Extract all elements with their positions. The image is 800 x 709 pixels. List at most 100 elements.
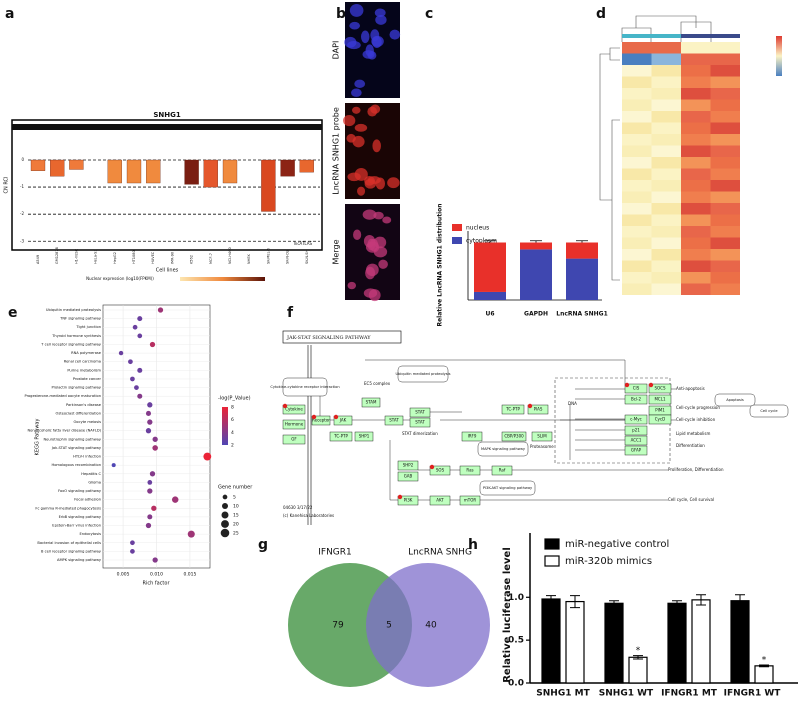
point — [137, 316, 143, 322]
legend-tick-label: 15 — [233, 513, 239, 519]
x-tick-label: 0.015 — [183, 572, 196, 578]
y-tick-label: Thyroid hormone synthesis — [51, 334, 101, 338]
x-tick-label: SK-MEL-5 — [266, 248, 270, 264]
legend-label: miR-negative control — [565, 539, 669, 550]
point — [134, 385, 139, 390]
bar — [203, 159, 218, 188]
gene-box — [624, 435, 648, 446]
point — [149, 471, 156, 477]
heatmap-cell — [681, 76, 711, 88]
legend-tick-label: 4 — [231, 430, 234, 436]
legend-label: miR-320b mimics — [565, 556, 652, 567]
bar — [628, 656, 648, 684]
x-tick-label: IMR-90 — [170, 252, 174, 264]
y-tick-label: Fc gamma R-mediated phagocytosis — [35, 506, 101, 510]
cell-nucleus — [372, 139, 381, 153]
point — [147, 402, 153, 408]
x-tick-label: GM12878 — [55, 247, 59, 264]
highlight-star — [648, 382, 654, 388]
bar — [126, 159, 142, 184]
gene-label: STAM — [366, 400, 377, 405]
cell-nucleus — [366, 263, 379, 277]
pathway-box — [479, 480, 536, 496]
x-tick-label: SK-N-SH — [305, 249, 309, 264]
x-tick-label: HeLa-S3 — [94, 249, 98, 264]
legend-label: cytoplasm — [466, 238, 497, 245]
legend-tick-label: 6 — [231, 417, 234, 423]
y-tick-label: Renal cell carcinoma — [64, 360, 101, 364]
gene-label: STAT — [415, 410, 425, 415]
highlight-star — [311, 414, 317, 420]
error-bar — [633, 655, 643, 660]
y-tick-label: RNA polymerase — [71, 351, 102, 355]
bar-segment — [566, 258, 598, 300]
x-tick-label: U6 — [485, 311, 494, 318]
heatmap-cell — [681, 111, 711, 123]
title-bar — [12, 124, 322, 130]
gene-box — [459, 465, 481, 476]
gene-box — [409, 407, 431, 418]
pathway-label: PI3K-AKT signaling pathway — [483, 486, 533, 490]
gene-box — [282, 404, 306, 415]
heatmap-cell — [622, 76, 652, 88]
gene-label: Hormone — [285, 422, 304, 427]
panel-a-xlabel: Cell lines — [156, 268, 179, 274]
gene-label: TC-PTP — [505, 407, 520, 412]
heatmap-cell — [622, 99, 652, 111]
legend-swatch — [452, 224, 462, 231]
heatmap-cell — [710, 180, 740, 192]
gene-label: GAB — [404, 474, 413, 479]
heatmap-cell — [622, 260, 652, 272]
gene-box — [461, 431, 483, 442]
panel-label: e — [8, 305, 18, 321]
panel-a-legend-title: Nuclear expression (log10(FPKM)) — [86, 276, 154, 281]
pathway-box — [282, 377, 328, 397]
heatmap-cell — [622, 226, 652, 238]
point — [172, 496, 179, 503]
heatmap-cell — [681, 157, 711, 169]
panel-e-ylabel: KEGG Pathway — [35, 419, 41, 456]
legend-label: nucleus — [466, 225, 489, 232]
heatmap-cell — [622, 168, 652, 180]
cell-nucleus — [353, 229, 362, 241]
point — [111, 463, 116, 468]
x-tick-label: HT1080 — [132, 250, 136, 264]
y-tick-label: B cell receptor signaling pathway — [41, 549, 102, 553]
heatmap-cell — [651, 272, 681, 284]
heatmap-cell — [681, 191, 711, 203]
gene-box — [282, 434, 306, 445]
heatmap-cell — [710, 99, 740, 111]
error-bar — [672, 600, 682, 607]
gene-box — [333, 415, 353, 426]
point — [187, 530, 195, 538]
heatmap-cell — [622, 157, 652, 169]
gene-box — [624, 445, 648, 456]
heatmap-cell — [651, 53, 681, 65]
gene-label: CycD — [655, 417, 665, 422]
heatmap-cell — [651, 226, 681, 238]
gene-box — [501, 431, 527, 442]
y-tick-label: -2 — [20, 211, 24, 216]
pathway-lines — [305, 359, 676, 501]
heatmap-cell — [710, 203, 740, 215]
error-bar — [759, 664, 769, 668]
pathway-box — [397, 365, 449, 383]
heatmap-cell — [710, 111, 740, 123]
heatmap-cell — [622, 65, 652, 77]
diagram-text: Differentiation — [676, 443, 705, 448]
gene-label: mTOR — [464, 498, 476, 503]
heatmap-cell — [681, 283, 711, 295]
gene-box — [527, 404, 549, 415]
bar-segment — [520, 242, 552, 250]
row-label: DAPI — [332, 41, 341, 60]
diagram-text: Cell-cycle progression — [676, 405, 720, 410]
cell-nucleus — [354, 79, 366, 89]
gene-label: SLIM — [537, 434, 547, 439]
heatmap-cell — [710, 76, 740, 88]
gene-label: JAK — [339, 418, 347, 423]
heatmap-cell — [681, 260, 711, 272]
cell-nucleus — [347, 281, 357, 290]
dendrogram — [599, 47, 620, 281]
heatmap-cell — [622, 53, 652, 65]
heatmap-cell — [622, 42, 652, 54]
